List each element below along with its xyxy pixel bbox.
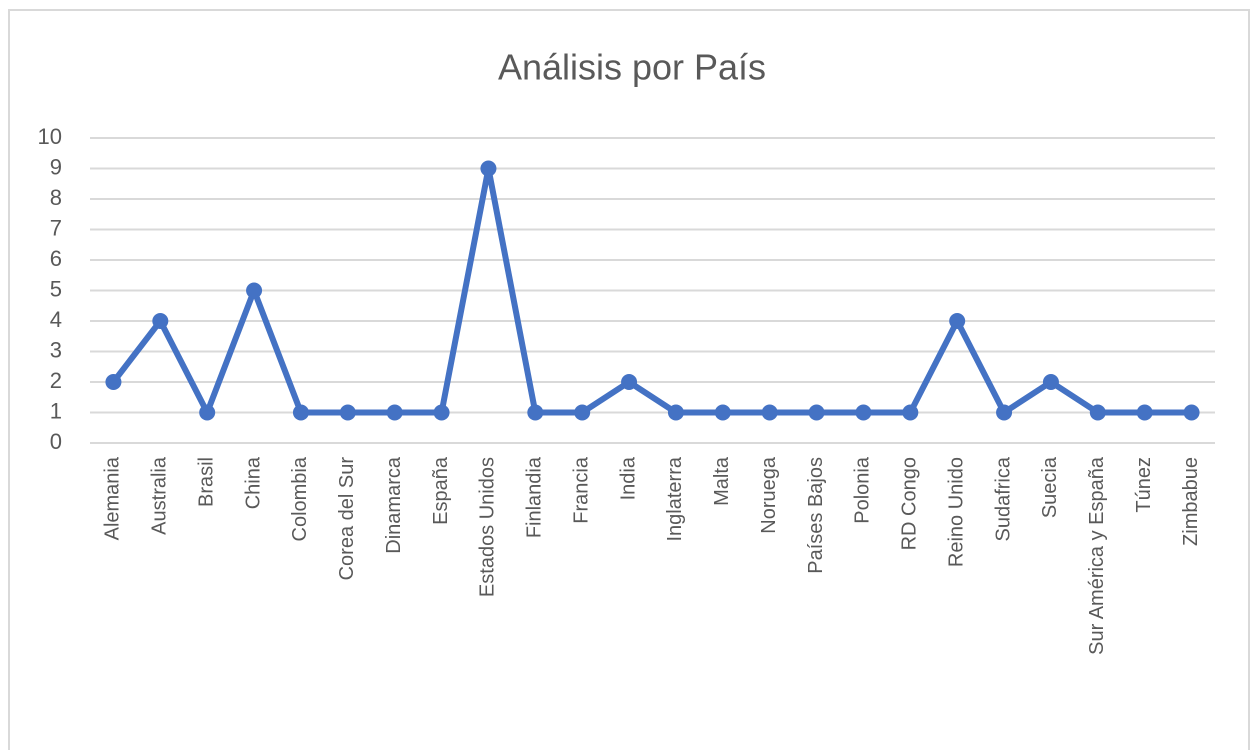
x-tick-label: Francia [570, 456, 592, 524]
y-tick-label: 8 [50, 185, 62, 210]
x-tick-label: Malta [711, 456, 733, 506]
data-point [527, 404, 544, 421]
x-tick-label: Reino Unido [945, 457, 967, 567]
x-tick-label: Colombia [289, 456, 311, 541]
data-point [152, 313, 169, 329]
x-tick-label: Túnez [1133, 457, 1155, 513]
data-point [1089, 404, 1106, 421]
x-tick-label: Inglaterra [664, 456, 686, 541]
data-point [621, 374, 638, 390]
data-point [761, 404, 778, 421]
x-tick-label: España [430, 456, 452, 525]
y-tick-label: 9 [50, 154, 62, 179]
y-tick-label: 2 [50, 368, 62, 393]
data-point [808, 404, 825, 421]
x-tick-label: RD Congo [899, 457, 921, 550]
data-point [1183, 404, 1200, 421]
data-point [902, 404, 919, 421]
y-tick-label: 5 [50, 276, 62, 301]
data-line [111, 165, 1192, 416]
data-point [105, 374, 122, 390]
y-tick-label: 1 [50, 398, 62, 423]
x-tick-label: Brasil [195, 457, 217, 507]
y-tick-label: 3 [50, 337, 62, 362]
data-point [1136, 404, 1153, 421]
y-tick-label: 7 [50, 215, 62, 240]
data-point [855, 404, 872, 421]
x-tick-label: Dinamarca [383, 456, 405, 554]
x-tick-label: Noruega [758, 456, 780, 534]
data-point [339, 404, 356, 421]
x-tick-label: Sudafrica [992, 456, 1014, 541]
x-tick-label: Corea del Sur [336, 457, 358, 581]
data-point [574, 404, 591, 421]
x-tick-label: India [617, 456, 639, 500]
x-tick-label: Sur América y España [1086, 456, 1108, 655]
data-point [433, 404, 450, 421]
data-point [386, 404, 403, 421]
y-tick-label: 6 [50, 246, 62, 271]
x-tick-label: Australia [149, 456, 171, 535]
y-tick-label: 4 [50, 307, 62, 332]
data-point [996, 404, 1013, 421]
data-point [667, 404, 684, 421]
x-tick-label: Países Bajos [805, 457, 827, 574]
x-tick-label: Suecia [1039, 456, 1061, 518]
x-tick-label: Estados Unidos [477, 457, 499, 597]
y-tick-label: 0 [50, 429, 62, 454]
chart-title: Análisis por País [498, 47, 766, 88]
y-tick-label: 10 [38, 124, 62, 149]
data-point [949, 313, 966, 329]
data-point [292, 404, 309, 421]
data-point [480, 160, 497, 177]
x-tick-label: Polonia [852, 456, 874, 524]
x-tick-label: Zimbabue [1180, 457, 1202, 546]
x-tick-label: China [242, 456, 264, 509]
data-point [246, 282, 263, 299]
data-point [199, 404, 216, 421]
x-tick-label: Alemania [102, 456, 124, 540]
data-point [1042, 374, 1059, 390]
x-tick-label: Finlandia [524, 456, 546, 538]
data-point [714, 404, 731, 421]
